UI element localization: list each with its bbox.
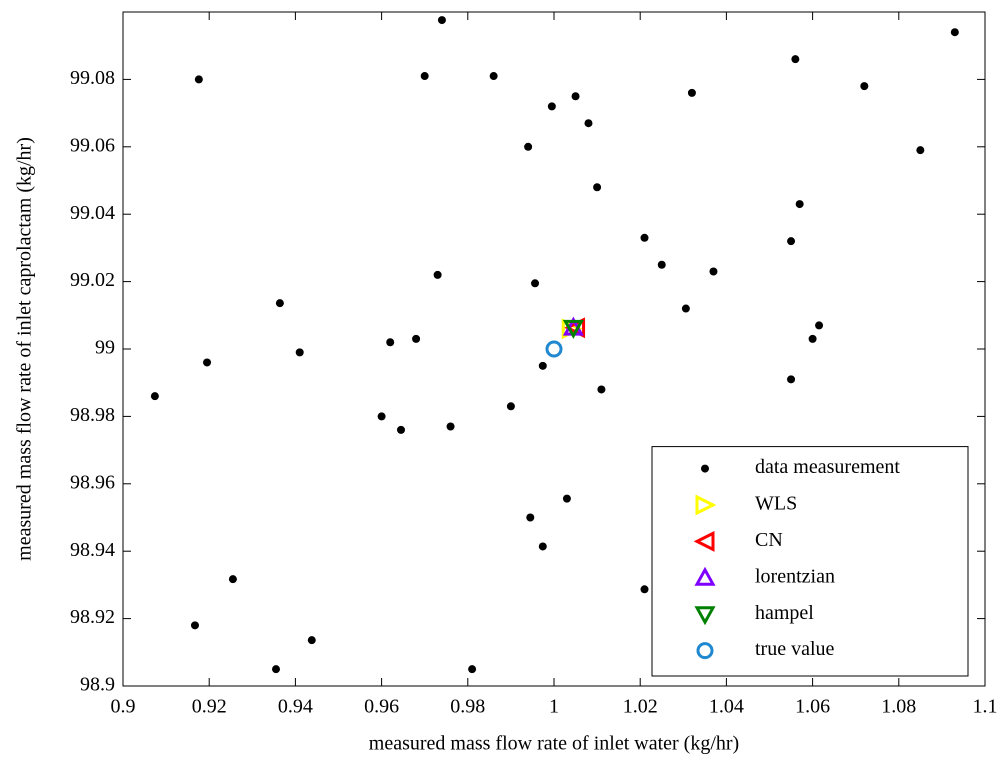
data-point — [640, 585, 649, 594]
data-point — [446, 422, 455, 431]
x-axis-label: measured mass flow rate of inlet water (… — [369, 733, 739, 755]
data-point — [584, 119, 593, 128]
data-point — [437, 16, 446, 25]
data-point — [657, 260, 666, 269]
data-point — [506, 402, 515, 411]
data-point — [815, 321, 824, 330]
y-tick-label: 99.06 — [70, 134, 115, 156]
x-tick-label: 0.94 — [278, 696, 313, 718]
data-point — [562, 494, 571, 503]
data-point — [468, 665, 477, 674]
y-axis-label: measured mass flow rate of inlet caprola… — [14, 137, 36, 561]
legend-marker — [694, 606, 716, 626]
y-tick-label: 99.04 — [70, 202, 115, 224]
data-point — [377, 412, 386, 421]
x-tick-label: 1 — [549, 696, 559, 718]
marker — [562, 319, 584, 339]
data-point — [593, 183, 602, 192]
data-point — [538, 542, 547, 551]
data-point — [538, 361, 547, 370]
data-point — [808, 334, 817, 343]
data-point — [916, 146, 925, 155]
x-tick-label: 1.1 — [973, 696, 998, 718]
data-point — [681, 304, 690, 313]
data-point — [524, 142, 533, 151]
data-point — [787, 375, 796, 384]
x-tick-label: 0.98 — [450, 696, 485, 718]
marker — [545, 340, 563, 358]
legend-marker — [694, 566, 716, 586]
x-tick-label: 0.92 — [192, 696, 227, 718]
x-tick-label: 1.04 — [709, 696, 744, 718]
data-point — [396, 425, 405, 434]
data-point — [640, 233, 649, 242]
legend-label: data measurement — [755, 456, 900, 478]
data-point — [412, 334, 421, 343]
data-point — [709, 267, 718, 276]
data-point — [526, 513, 535, 522]
data-point — [547, 102, 556, 111]
x-tick-label: 0.9 — [111, 696, 136, 718]
legend-marker — [695, 494, 717, 516]
data-point — [272, 665, 281, 674]
x-tick-label: 1.02 — [623, 696, 658, 718]
data-point — [795, 200, 804, 209]
data-point — [420, 72, 429, 81]
y-tick-label: 99.02 — [70, 269, 115, 291]
y-tick-label: 98.96 — [70, 471, 115, 493]
y-tick-label: 99 — [95, 337, 115, 359]
legend-label: true value — [755, 638, 835, 660]
data-point — [531, 279, 540, 288]
data-point — [228, 575, 237, 584]
data-point — [791, 55, 800, 64]
x-tick-label: 0.96 — [364, 696, 399, 718]
data-point — [489, 72, 498, 81]
data-point — [597, 385, 606, 394]
y-tick-label: 98.92 — [70, 606, 115, 628]
legend-label: WLS — [755, 493, 797, 515]
y-tick-label: 98.9 — [80, 674, 115, 696]
legend-label: lorentzian — [755, 565, 835, 587]
legend-label: hampel — [755, 602, 814, 624]
y-tick-label: 98.94 — [70, 539, 115, 561]
y-tick-label: 99.08 — [70, 67, 115, 89]
data-point — [433, 270, 442, 279]
data-point — [386, 338, 395, 347]
legend-marker — [693, 530, 715, 552]
legend-marker — [696, 642, 714, 660]
x-tick-label: 1.06 — [795, 696, 830, 718]
data-point — [194, 75, 203, 84]
data-point — [787, 237, 796, 246]
data-point — [571, 92, 580, 101]
data-point — [687, 88, 696, 97]
data-point — [295, 348, 304, 357]
x-tick-label: 1.08 — [881, 696, 916, 718]
data-point — [190, 621, 199, 630]
legend-label: CN — [755, 529, 783, 551]
data-point — [307, 636, 316, 645]
legend-marker — [701, 464, 709, 473]
data-point — [150, 392, 159, 401]
legend-box — [651, 446, 969, 677]
data-point — [203, 358, 212, 367]
data-point — [275, 299, 284, 308]
data-point — [860, 82, 869, 91]
data-point — [950, 28, 959, 37]
y-tick-label: 98.98 — [70, 404, 115, 426]
